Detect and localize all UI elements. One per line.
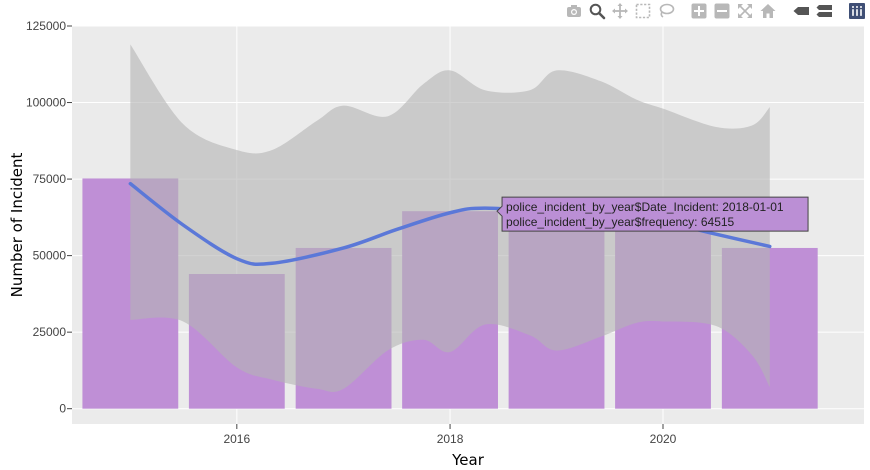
tooltip-line-date: police_incident_by_year$Date_Incident: 2…	[506, 200, 784, 214]
zoom-out-icon	[714, 3, 730, 19]
zoom-out-button[interactable]	[713, 2, 731, 20]
camera-button[interactable]	[565, 2, 583, 20]
y-tick-label: 125000	[26, 19, 66, 33]
y-tick-label: 25000	[33, 325, 67, 339]
x-tick-label: 2016	[223, 432, 250, 446]
plotly-logo-icon	[849, 3, 865, 19]
autoscale-icon	[738, 4, 752, 18]
zoom-button[interactable]	[588, 2, 606, 20]
tooltip-box	[496, 196, 809, 232]
x-axis-title: Year	[451, 451, 485, 469]
y-tick-label: 0	[59, 402, 66, 416]
camera-icon	[567, 5, 581, 17]
hover-compare-icon	[816, 5, 832, 17]
y-tick-label: 100000	[26, 96, 66, 110]
zoom-in-icon	[691, 3, 707, 19]
box-select-button[interactable]	[634, 2, 652, 20]
y-axis-title: Number of Incident	[8, 153, 26, 298]
hover-closest-button[interactable]	[792, 2, 810, 20]
modebar	[560, 2, 866, 20]
x-tick-label: 2020	[650, 432, 677, 446]
autoscale-button[interactable]	[736, 2, 754, 20]
plotly-logo-button[interactable]	[848, 2, 866, 20]
tooltip-line-frequency: police_incident_by_year$frequency: 64515	[506, 215, 734, 229]
zoom-icon	[589, 3, 606, 20]
box-select-icon	[635, 3, 651, 19]
zoom-in-button[interactable]	[690, 2, 708, 20]
lasso-select-icon	[659, 3, 675, 18]
y-tick-label: 50000	[33, 249, 67, 263]
pan-button[interactable]	[611, 2, 629, 20]
y-tick-label: 75000	[33, 172, 67, 186]
y-axis-ticks: 0 25000 50000 75000 100000 125000	[26, 19, 72, 416]
hover-compare-button[interactable]	[815, 2, 833, 20]
x-axis-ticks: 2016 2018 2020	[223, 424, 677, 446]
pan-icon	[612, 3, 628, 19]
home-button[interactable]	[759, 2, 777, 20]
x-tick-label: 2018	[437, 432, 464, 446]
confidence-band	[130, 44, 770, 392]
lasso-select-button[interactable]	[657, 2, 675, 20]
home-icon	[760, 4, 776, 18]
hover-closest-icon	[793, 7, 809, 15]
hover-tooltip: police_incident_by_year$Date_Incident: 2…	[496, 196, 809, 232]
